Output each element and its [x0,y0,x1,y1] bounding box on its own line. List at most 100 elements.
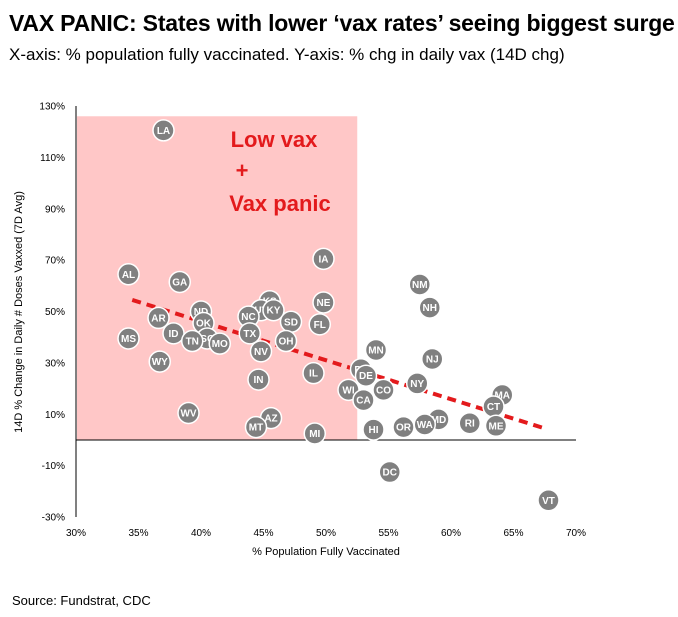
point-marker [303,422,326,445]
source-note: Source: Fundstrat, CDC [12,593,151,608]
chart-subtitle: X-axis: % population fully vaccinated. Y… [9,45,565,64]
point-label: IL [309,369,318,380]
point-marker [354,364,378,387]
point-marker [148,350,171,373]
x-tick-label: 55% [378,528,398,539]
point-marker [162,322,185,345]
data-point: OH [274,329,298,353]
point-marker [484,414,508,438]
trendline [131,298,546,431]
point-label: IN [254,375,264,386]
x-tick-label: 40% [191,528,211,539]
data-point: SD [279,310,303,334]
data-point: MN [364,338,388,362]
point-label: SD [284,317,298,328]
point-label: AL [122,270,135,281]
point-marker [308,313,331,336]
y-tick-label: 10% [45,410,65,421]
data-point: NY [406,372,429,395]
point-marker [537,489,560,512]
data-point: CT [482,395,505,418]
data-point: MO [208,332,231,355]
point-label: KY [267,306,281,317]
point-marker [262,298,285,322]
point-marker [378,460,401,484]
point-label: AR [151,313,166,324]
point-marker [362,418,385,441]
region-annotation-line: Vax panic [229,191,331,216]
point-marker [458,411,481,435]
point-marker [418,296,441,319]
data-point: GA [168,270,191,294]
data-point: NJ [421,347,444,371]
region-annotation-line: Low vax [231,127,319,152]
point-marker [274,329,298,353]
point-label: RI [465,419,475,430]
data-point: IL [302,361,325,385]
point-label: GA [172,277,187,288]
point-marker [312,247,335,271]
data-point: IN [247,368,270,391]
point-label: MI [309,429,320,440]
data-point: MT [244,415,268,439]
chart-title: VAX PANIC: States with lower ‘vax rates’… [9,10,675,36]
data-point: VT [537,489,560,512]
y-tick-label: 70% [45,256,65,267]
point-label: LA [157,126,170,137]
data-point: NM [408,273,431,296]
point-label: MO [212,339,228,350]
point-label: NC [241,312,255,323]
point-label: MS [121,334,136,345]
data-point: CO [372,378,395,402]
y-axis-label: 14D % Change in Daily # Doses Vaxxed (7D… [13,191,25,433]
region-annotation-line: + [236,158,249,183]
y-tick-label: 30% [45,358,65,369]
point-marker [181,329,204,353]
data-point: AR [147,306,170,330]
x-tick-label: 45% [253,528,273,539]
point-marker [238,322,261,345]
point-label: NV [254,347,268,358]
point-marker [117,263,140,286]
point-label: OH [279,337,294,348]
point-label: WA [417,420,433,431]
point-label: TX [243,329,256,340]
y-tick-label: 90% [45,204,65,215]
x-tick-label: 30% [66,528,86,539]
data-point: NE [312,291,335,314]
point-label: HI [369,425,379,436]
x-tick-label: 50% [316,528,336,539]
x-tick-label: 70% [566,528,586,539]
data-point: DC [378,460,401,484]
point-label: DE [359,371,373,382]
point-label: DC [383,468,397,479]
data-point: OR [392,415,415,439]
y-tick-label: -10% [42,461,65,472]
point-label: NE [317,298,331,309]
point-label: IA [319,254,329,265]
point-label: WY [152,357,168,368]
point-label: CT [487,402,500,413]
data-point: WA [413,413,436,436]
y-tick-label: 50% [45,307,65,318]
point-label: MN [368,346,384,357]
point-marker [406,372,429,395]
point-marker [152,119,175,142]
data-point: AL [117,263,140,286]
point-label: VT [542,496,555,507]
point-label: FL [314,320,326,331]
point-marker [392,415,415,439]
point-label: SC [200,334,214,345]
data-point: MI [303,422,326,445]
data-point: HI [362,418,385,441]
data-point: NH [418,296,441,319]
data-point: CA [352,388,375,412]
y-tick-label: 110% [40,153,65,164]
x-tick-label: 60% [441,528,461,539]
point-label: NJ [426,355,439,366]
data-point: ME [484,414,508,438]
point-label: CA [356,396,370,407]
scatter-chart: -30% -10% 10% 30% 50% 70% 90% 110% 130% 30% 35% 40%… [13,102,586,559]
annotation-layer: Low vax + Vax panic [229,127,331,216]
point-label: CO [376,385,391,396]
